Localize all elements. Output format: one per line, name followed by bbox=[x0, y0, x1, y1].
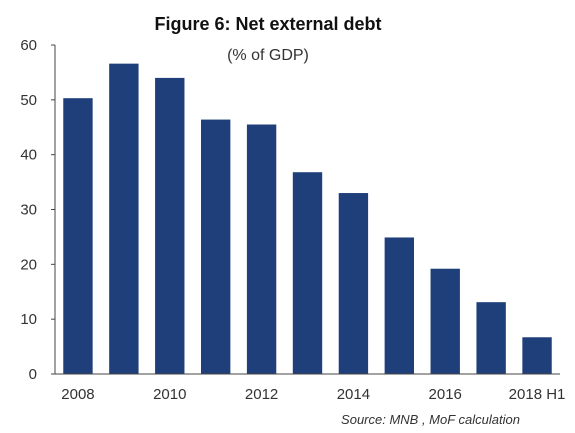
x-tick-label: 2010 bbox=[153, 386, 186, 403]
bar-2010 bbox=[155, 77, 185, 375]
source-note: Source: MNB , MoF calculation bbox=[341, 412, 520, 427]
x-tick-label: 2014 bbox=[337, 386, 370, 403]
y-tick-label: 40 bbox=[20, 147, 37, 164]
y-tick-label: 0 bbox=[29, 366, 37, 383]
y-tick-label: 10 bbox=[20, 311, 37, 328]
y-tick-label: 50 bbox=[20, 92, 37, 109]
bar-2013 bbox=[292, 172, 323, 374]
y-axis: 0 10 20 30 40 50 60 bbox=[20, 37, 56, 383]
y-tick-label: 60 bbox=[20, 37, 37, 54]
chart-title: Figure 6: Net external debt bbox=[154, 14, 381, 34]
x-tick-label: 2008 bbox=[61, 386, 94, 403]
x-axis: 2008 2010 2012 2014 2016 2018 H1 bbox=[55, 373, 566, 403]
bar-2018-h1 bbox=[522, 337, 552, 374]
chart-subtitle: (% of GDP) bbox=[227, 47, 309, 64]
bar-2014 bbox=[338, 193, 369, 374]
bar-2009 bbox=[109, 63, 139, 374]
x-tick-label: 2012 bbox=[245, 386, 278, 403]
bar-2017 bbox=[476, 302, 506, 374]
bar-2016 bbox=[430, 268, 460, 374]
bar-2015 bbox=[384, 237, 415, 374]
bar-2008 bbox=[63, 98, 93, 375]
y-tick-label: 20 bbox=[20, 256, 37, 273]
x-tick-label: 2016 bbox=[429, 386, 462, 403]
bar-2012 bbox=[246, 124, 277, 374]
bar-2011 bbox=[200, 119, 231, 374]
x-tick-label: 2018 H1 bbox=[509, 386, 566, 403]
y-tick-label: 30 bbox=[20, 202, 37, 219]
bars bbox=[63, 63, 552, 375]
